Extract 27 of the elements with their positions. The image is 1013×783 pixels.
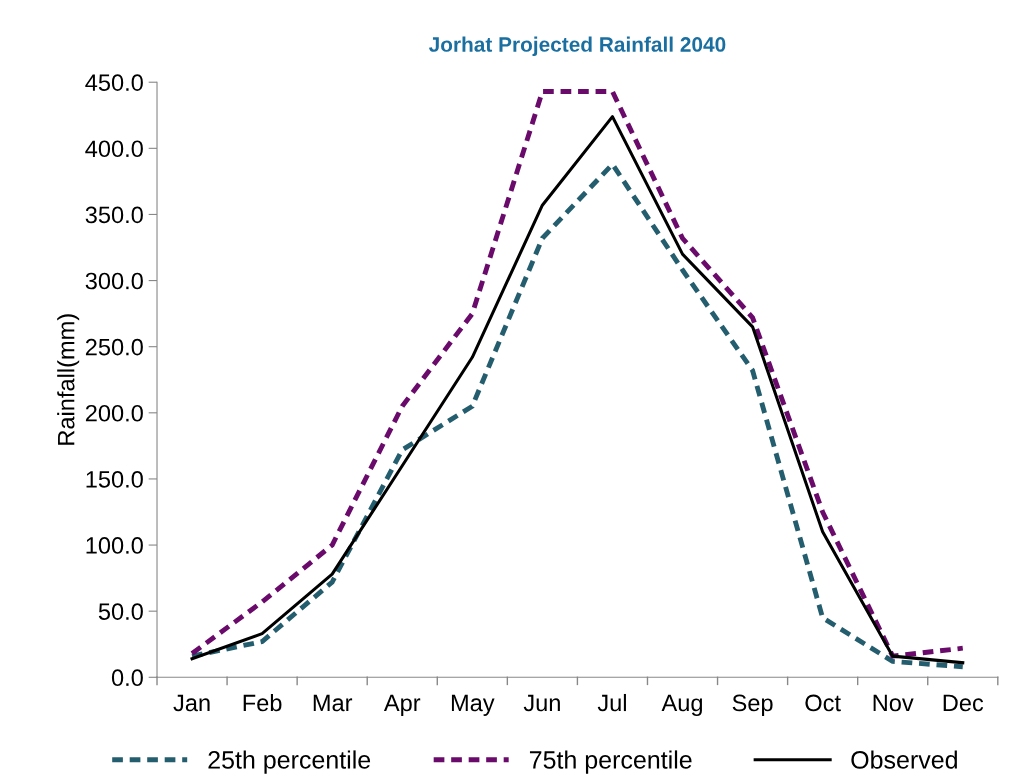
x-tick-label: Jul [597, 693, 626, 712]
x-tick-label: Jan [173, 694, 210, 712]
y-tick-label: 400.0 [85, 140, 143, 158]
x-tick-label: Jun [523, 694, 560, 712]
y-tick-label: 100.0 [86, 537, 143, 554]
y-tick-label: 350.0 [85, 206, 143, 224]
y-tick-label: 50.0 [98, 603, 143, 620]
x-tick-label: Apr [383, 694, 421, 716]
x-tick-label: Dec [943, 694, 984, 712]
legend-label: Observed [851, 750, 957, 769]
y-tick-label: 300.0 [85, 272, 143, 290]
legend-label: 25th percentile [208, 750, 371, 774]
x-tick-label: May [451, 694, 495, 716]
y-axis-title: Rainfall(mm) [57, 314, 80, 445]
x-tick-label: Mar [313, 694, 353, 712]
x-tick-label: Sep [732, 694, 773, 716]
legend-label: 75th percentile [529, 750, 692, 774]
x-tick-label: Feb [243, 693, 282, 712]
x-tick-label: Nov [873, 694, 914, 712]
y-tick-label: 450.0 [85, 74, 143, 91]
y-tick-label: 250.0 [85, 338, 143, 356]
y-tick-label: 200.0 [85, 404, 143, 422]
x-tick-label: Oct [805, 694, 841, 712]
y-tick-label: 0.0 [111, 669, 143, 687]
y-tick-label: 150.0 [86, 471, 143, 488]
x-tick-label: Aug [661, 694, 702, 716]
chart-title: Jorhat Projected Rainfall 2040 [428, 36, 726, 56]
